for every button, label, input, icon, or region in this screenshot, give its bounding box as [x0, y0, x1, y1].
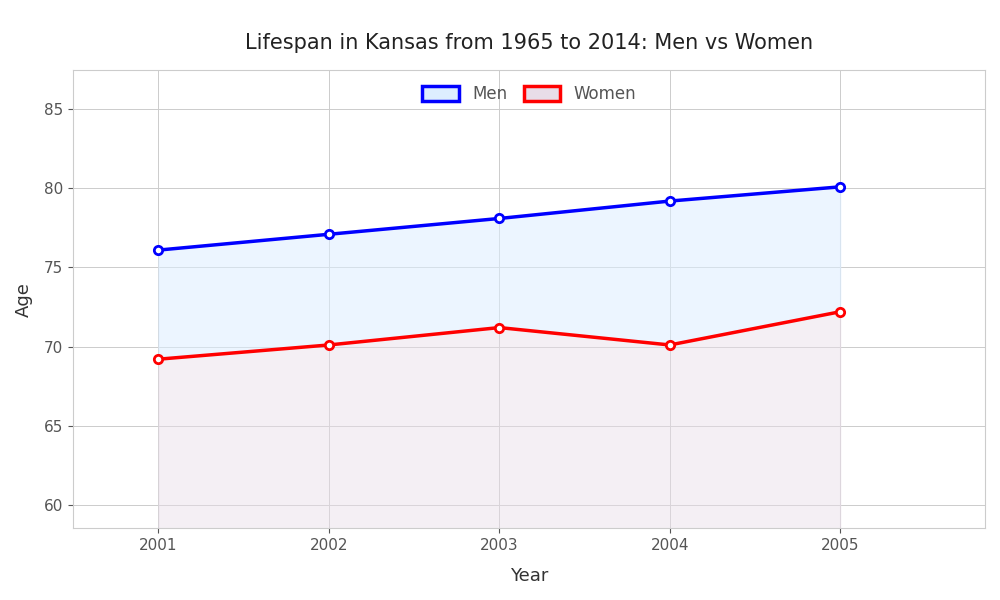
X-axis label: Year: Year: [510, 567, 548, 585]
Title: Lifespan in Kansas from 1965 to 2014: Men vs Women: Lifespan in Kansas from 1965 to 2014: Me…: [245, 33, 813, 53]
Legend: Men, Women: Men, Women: [415, 78, 643, 109]
Y-axis label: Age: Age: [15, 281, 33, 317]
